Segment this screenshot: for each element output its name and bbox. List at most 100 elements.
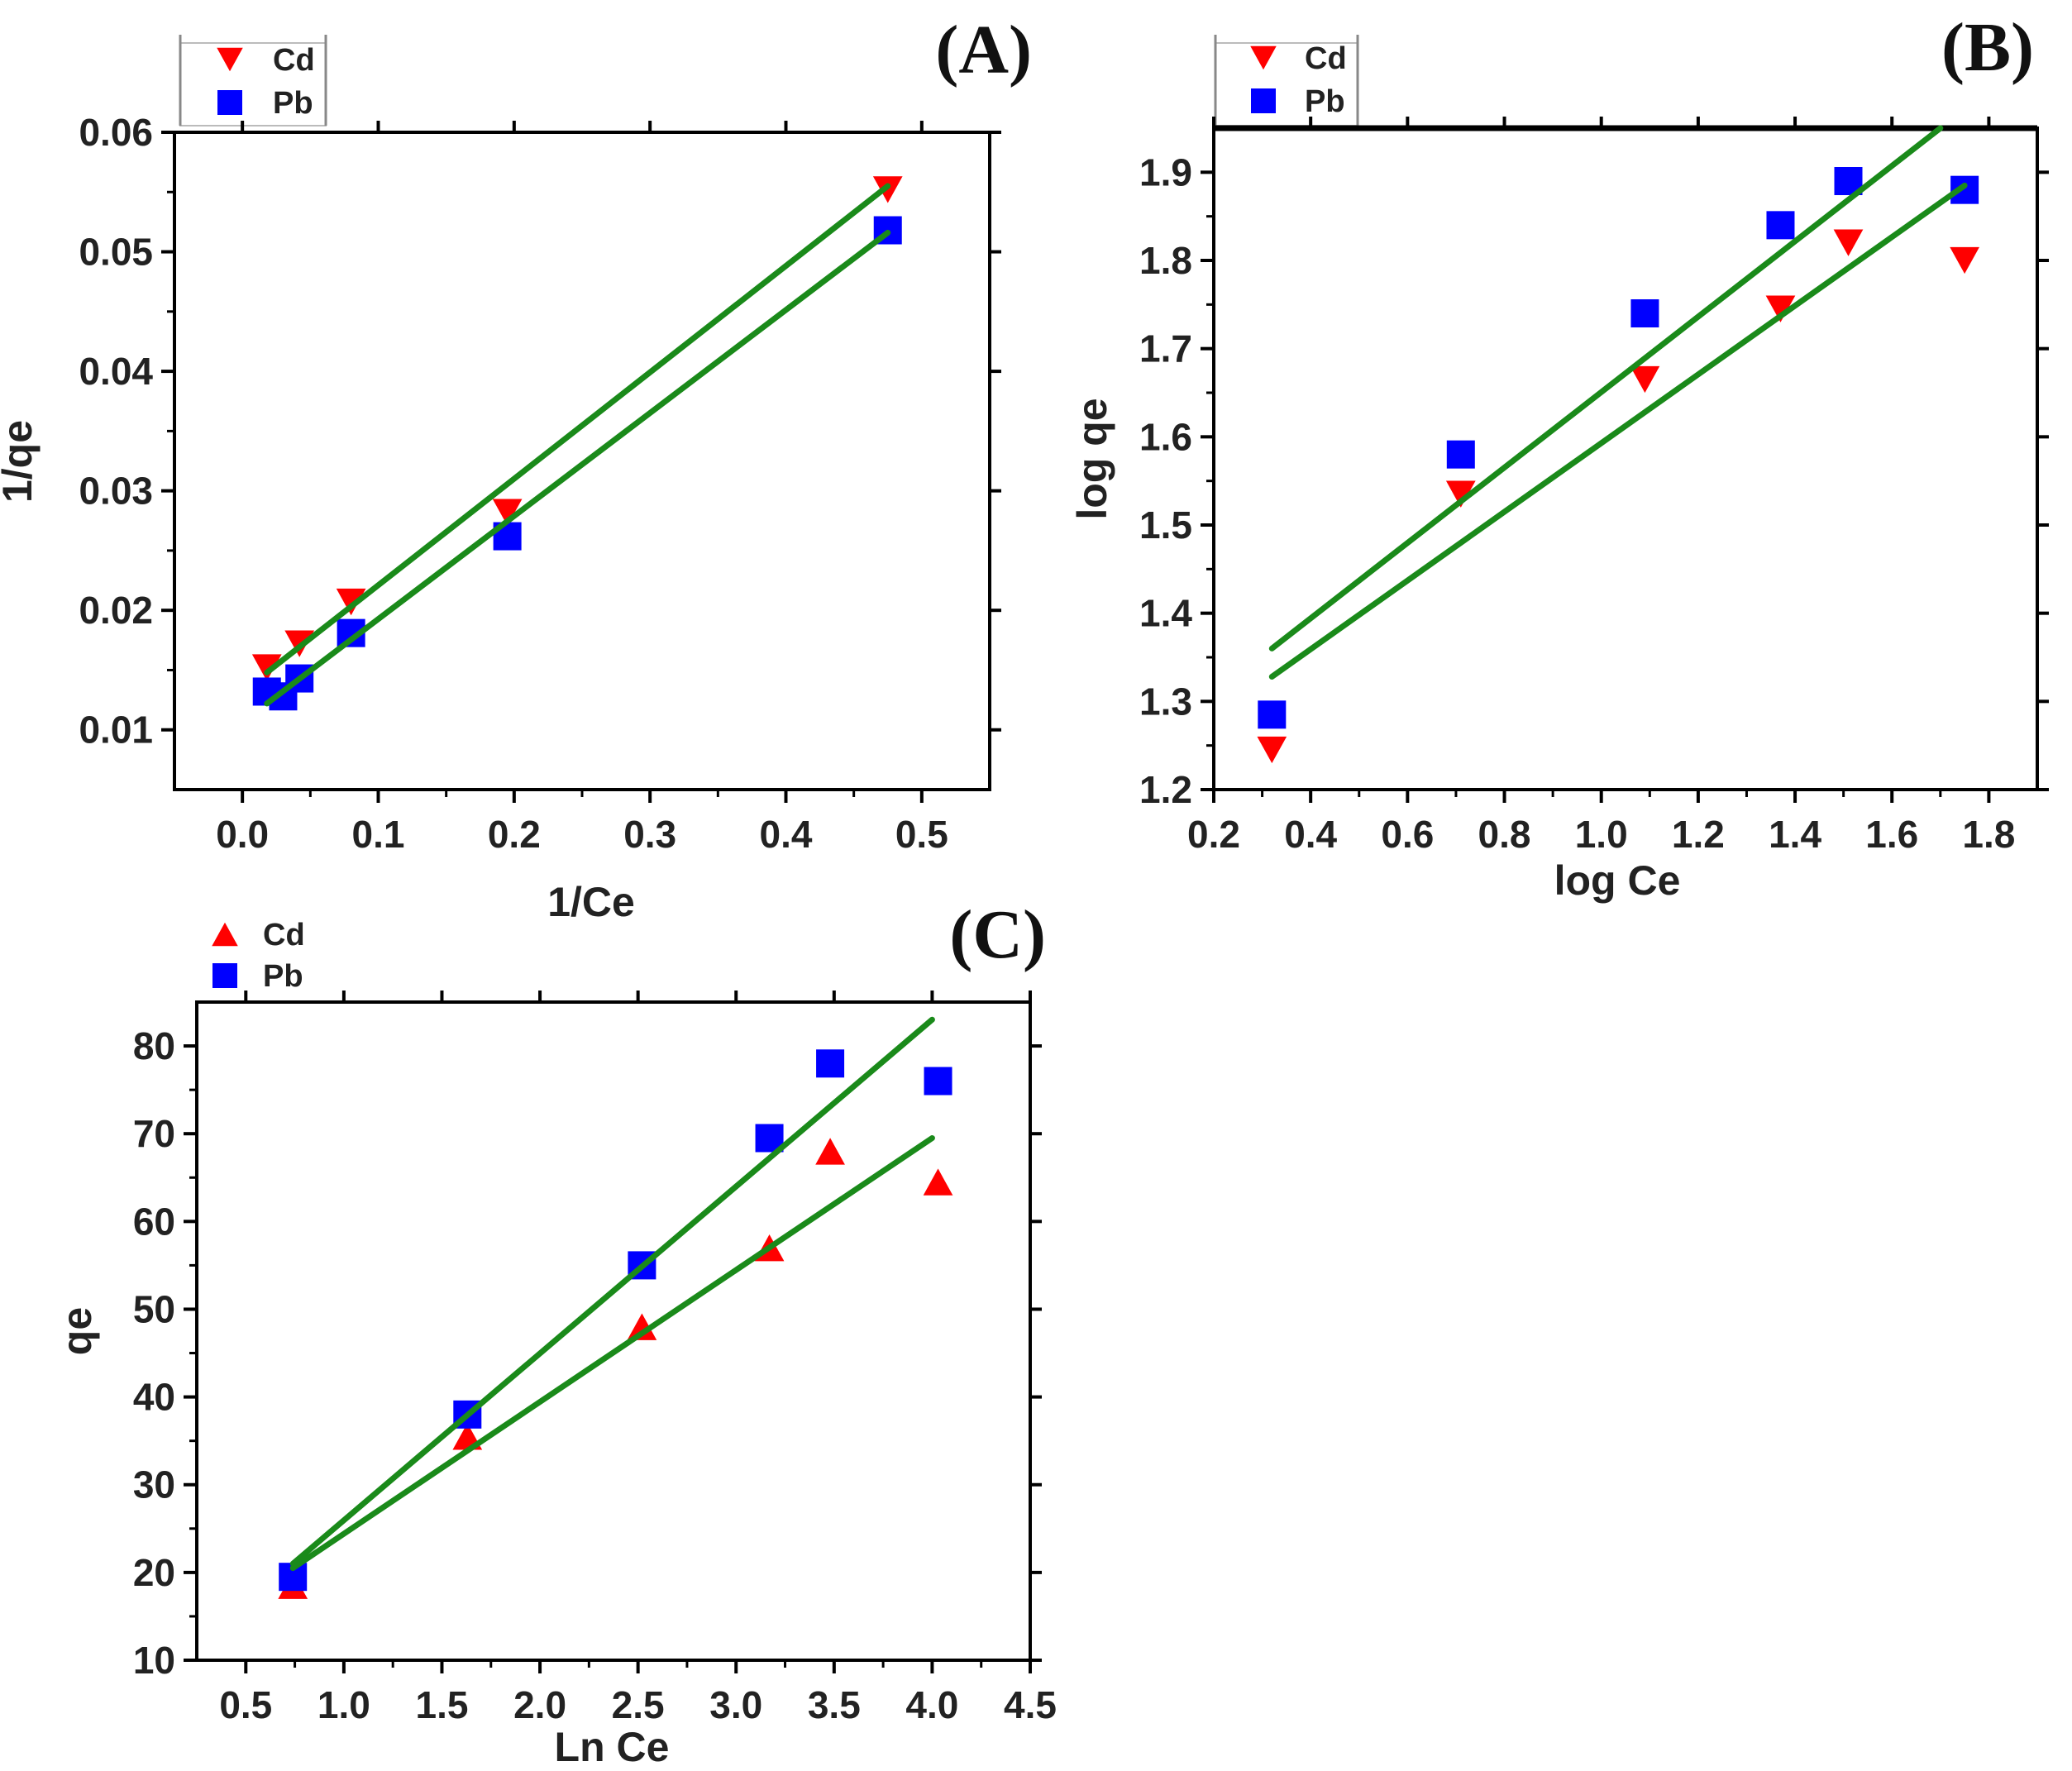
y-tick-label: 1.4 (1139, 592, 1192, 635)
legend-box (179, 42, 327, 126)
y-tick-label: 0.03 (79, 470, 153, 513)
legend-label-pb: Pb (1305, 84, 1345, 119)
x-tick-label: 4.5 (1004, 1683, 1057, 1726)
panel-c: Cd Pb (C) 0.5 1.0 1.5 2.0 2.5 3.0 3.5 4.0 4.5 10 20 30… (54, 896, 1057, 1770)
y-tick-label: 1.3 (1139, 680, 1192, 723)
data-point-cd (923, 1168, 953, 1196)
fit-line-cd (264, 183, 891, 675)
legend-c: Cd Pb (197, 918, 321, 994)
legend-b: Cd Pb (1214, 35, 1359, 126)
panel-letter-b: (B) (1941, 9, 2034, 86)
x-tick-label: 0.4 (1284, 813, 1337, 856)
legend-marker-cd (217, 47, 243, 72)
data-point-cd (336, 588, 366, 616)
x-tick-label: 0.6 (1381, 813, 1434, 856)
x-tick-label: 0.4 (760, 813, 813, 856)
plot-frame (195, 1000, 1032, 1662)
y-tick-label: 1.8 (1139, 239, 1192, 282)
y-tick-label: 10 (133, 1639, 175, 1682)
data-point-cd (815, 1138, 845, 1165)
y-tick-label: 80 (133, 1024, 175, 1067)
y-tick-label: 50 (133, 1287, 175, 1330)
data-point-cd (1950, 246, 1979, 274)
data-point-cd (1445, 480, 1476, 508)
y-axis-title: qe (54, 1307, 100, 1355)
data-point-cd (1257, 736, 1287, 764)
fit-line-pb (1268, 125, 1944, 652)
legend-label-pb: Pb (273, 86, 313, 121)
x-axis-title: 1/Ce (547, 879, 635, 925)
x-tick-label: 3.5 (808, 1683, 861, 1726)
y-tick-label: 30 (133, 1463, 175, 1506)
x-tick-label: 1.6 (1865, 813, 1918, 856)
panel-letter-c: (C) (949, 896, 1046, 973)
plot-frame (1212, 126, 2039, 791)
data-point-pb (1446, 440, 1475, 469)
y-tick-label: 0.02 (79, 589, 153, 632)
y-tick-label: 40 (133, 1376, 175, 1419)
legend-label-cd: Cd (273, 43, 315, 78)
data-point-cd (627, 1313, 657, 1340)
y-tick-label: 1.9 (1139, 150, 1192, 193)
x-tick-label: 1.2 (1672, 813, 1725, 856)
data-point-pb (1766, 211, 1795, 240)
panel-letter-a: (A) (935, 12, 1032, 88)
x-tick-label: 1.8 (1962, 813, 2015, 856)
x-tick-label: 2.5 (612, 1683, 665, 1726)
legend-box (1215, 42, 1358, 126)
x-tick-label: 0.2 (488, 813, 541, 856)
x-tick-label: 1.0 (317, 1683, 370, 1726)
panel-b: Cd Pb (B) 0.2 0.4 0.6 0.8 1.0 1.2 1.4 1.6 1.8 1.2 1.3… (1069, 9, 2049, 904)
x-tick-label: 3.0 (709, 1683, 762, 1726)
x-tick-label: 0.8 (1478, 813, 1531, 856)
x-tick-label: 0.5 (219, 1683, 272, 1726)
data-point-pb (816, 1049, 845, 1078)
x-axis-title: Ln Ce (555, 1724, 670, 1770)
x-axis-title: log Ce (1554, 857, 1681, 904)
y-tick-label: 1.7 (1139, 327, 1192, 370)
fit-line-cd (289, 1135, 935, 1572)
legend-marker-cd (1250, 45, 1277, 70)
y-tick-label: 20 (133, 1551, 175, 1594)
y-tick-label: 60 (133, 1200, 175, 1243)
x-tick-label: 0.3 (623, 813, 676, 856)
y-tick-label: 0.06 (79, 111, 153, 154)
y-tick-label: 70 (133, 1112, 175, 1155)
x-tick-label: 0.0 (216, 813, 269, 856)
fit-line-pb (264, 229, 891, 707)
data-point-pb (1630, 299, 1659, 327)
panel-a: Cd Pb (A) 0.0 0.1 0.2 0.3 0.4 0.5 0.01 0.02 0.03 0.0… (0, 12, 1032, 925)
legend-label-pb: Pb (263, 959, 303, 994)
x-tick-label: 0.1 (352, 813, 405, 856)
legend-a: Cd Pb (179, 35, 327, 126)
data-point-pb (1258, 700, 1287, 729)
x-tick-label: 0.2 (1187, 813, 1240, 856)
fit-line-cd (1268, 182, 1968, 680)
x-tick-label: 4.0 (905, 1683, 958, 1726)
y-tick-label: 1.5 (1139, 504, 1192, 547)
legend-label-cd: Cd (263, 918, 305, 952)
fit-line-pb (289, 1016, 935, 1567)
data-point-cd (1833, 229, 1864, 256)
y-axis-title: 1/qe (0, 420, 41, 503)
y-tick-label: 1.2 (1139, 768, 1192, 811)
data-point-cd (1630, 365, 1660, 394)
data-point-cd (1765, 295, 1796, 322)
y-tick-label: 1.6 (1139, 415, 1192, 458)
data-point-pb (924, 1067, 952, 1096)
y-tick-label: 0.01 (79, 709, 153, 752)
x-tick-label: 1.4 (1769, 813, 1821, 856)
legend-marker-cd (212, 922, 238, 947)
data-point-cd (251, 654, 282, 681)
data-point-cd (492, 499, 523, 526)
y-axis-title: log qe (1069, 398, 1115, 519)
legend-label-cd: Cd (1305, 41, 1347, 76)
x-tick-label: 2.0 (513, 1683, 566, 1726)
legend-marker-pb (212, 963, 237, 988)
y-tick-label: 0.05 (79, 231, 153, 274)
x-tick-label: 1.5 (415, 1683, 468, 1726)
legend-marker-pb (1251, 88, 1276, 113)
legend-marker-pb (217, 90, 242, 115)
x-tick-label: 0.5 (895, 813, 948, 856)
